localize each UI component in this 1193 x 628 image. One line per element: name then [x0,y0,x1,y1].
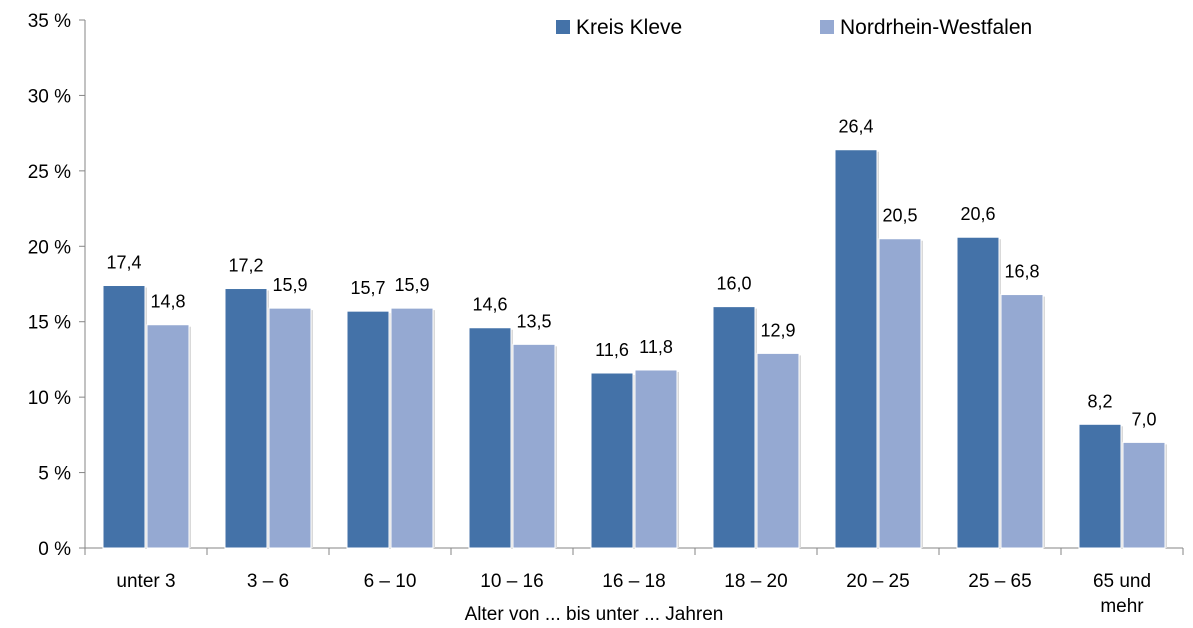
data-label: 14,8 [150,292,185,312]
bar-nrw [512,343,556,549]
y-tick-label: 20 % [28,237,71,258]
bar-nrw [756,352,800,549]
x-category-label: unter 3 [116,571,175,592]
bar-nrw [146,324,190,549]
legend-swatch [820,20,834,34]
bar-kreis-kleve [102,285,146,549]
bar-kreis-kleve [712,306,756,549]
data-label: 20,6 [960,204,995,224]
data-label: 16,8 [1004,262,1039,282]
legend-label: Nordrhein-Westfalen [840,16,1032,39]
x-category-label: 3 – 6 [247,571,289,592]
bar-kreis-kleve [834,149,878,549]
x-axis-title: Alter von ... bis unter ... Jahren [465,604,724,625]
x-category-label: 10 – 16 [480,571,543,592]
bar-nrw [878,238,922,549]
y-tick-label: 35 % [28,11,71,32]
y-tick-label: 15 % [28,313,71,334]
bar-kreis-kleve [590,372,634,549]
bars [102,149,1167,549]
y-tick-label: 5 % [38,464,71,485]
value-labels: 17,4 14,8 17,2 15,9 15,7 15,9 14,6 13,5 11,6 11,8… [106,117,1156,430]
x-category-label: mehr [1100,596,1144,617]
x-category-label: 25 – 65 [968,571,1031,592]
bar-kreis-kleve [346,310,390,549]
y-tick-labels: 0 % 5 % 10 % 15 % 20 % 25 % 30 % 35 % [28,11,71,560]
category-labels: unter 3 3 – 6 6 – 10 10 – 16 16 – 18 18 – 20 2… [116,571,1151,617]
data-label: 17,4 [106,253,141,273]
data-label: 12,9 [760,320,795,340]
bar-nrw [390,307,434,549]
legend-label: Kreis Kleve [576,16,682,39]
data-label: 7,0 [1131,409,1156,429]
data-label: 11,8 [639,337,673,357]
data-label: 20,5 [882,206,917,226]
data-label: 14,6 [472,295,507,315]
x-category-label: 18 – 20 [724,571,787,592]
bar-nrw [1122,441,1166,549]
data-label: 17,2 [228,256,263,276]
legend-swatch [556,20,570,34]
y-tick-label: 10 % [28,388,71,409]
data-label: 13,5 [516,311,551,331]
y-tick-label: 0 % [38,539,71,560]
bar-kreis-kleve [956,236,1000,549]
data-label: 8,2 [1087,391,1112,411]
data-label: 15,9 [272,275,307,295]
bar-nrw [634,369,678,549]
x-category-label: 16 – 18 [602,571,665,592]
x-category-label: 20 – 25 [846,571,909,592]
data-label: 15,9 [394,275,429,295]
data-label: 15,7 [350,278,385,298]
y-tick-label: 30 % [28,86,71,107]
data-label: 11,6 [595,340,629,360]
bar-kreis-kleve [1078,423,1122,549]
bar-kreis-kleve [224,288,268,549]
bar-nrw [268,307,312,549]
data-label: 26,4 [838,117,873,137]
x-category-label: 65 und [1093,571,1151,592]
x-category-label: 6 – 10 [364,571,417,592]
bar-nrw [1000,294,1044,549]
legend: Kreis Kleve Nordrhein-Westfalen [556,16,1032,39]
data-label: 16,0 [716,274,751,294]
y-tick-label: 25 % [28,162,71,183]
bar-kreis-kleve [468,327,512,549]
